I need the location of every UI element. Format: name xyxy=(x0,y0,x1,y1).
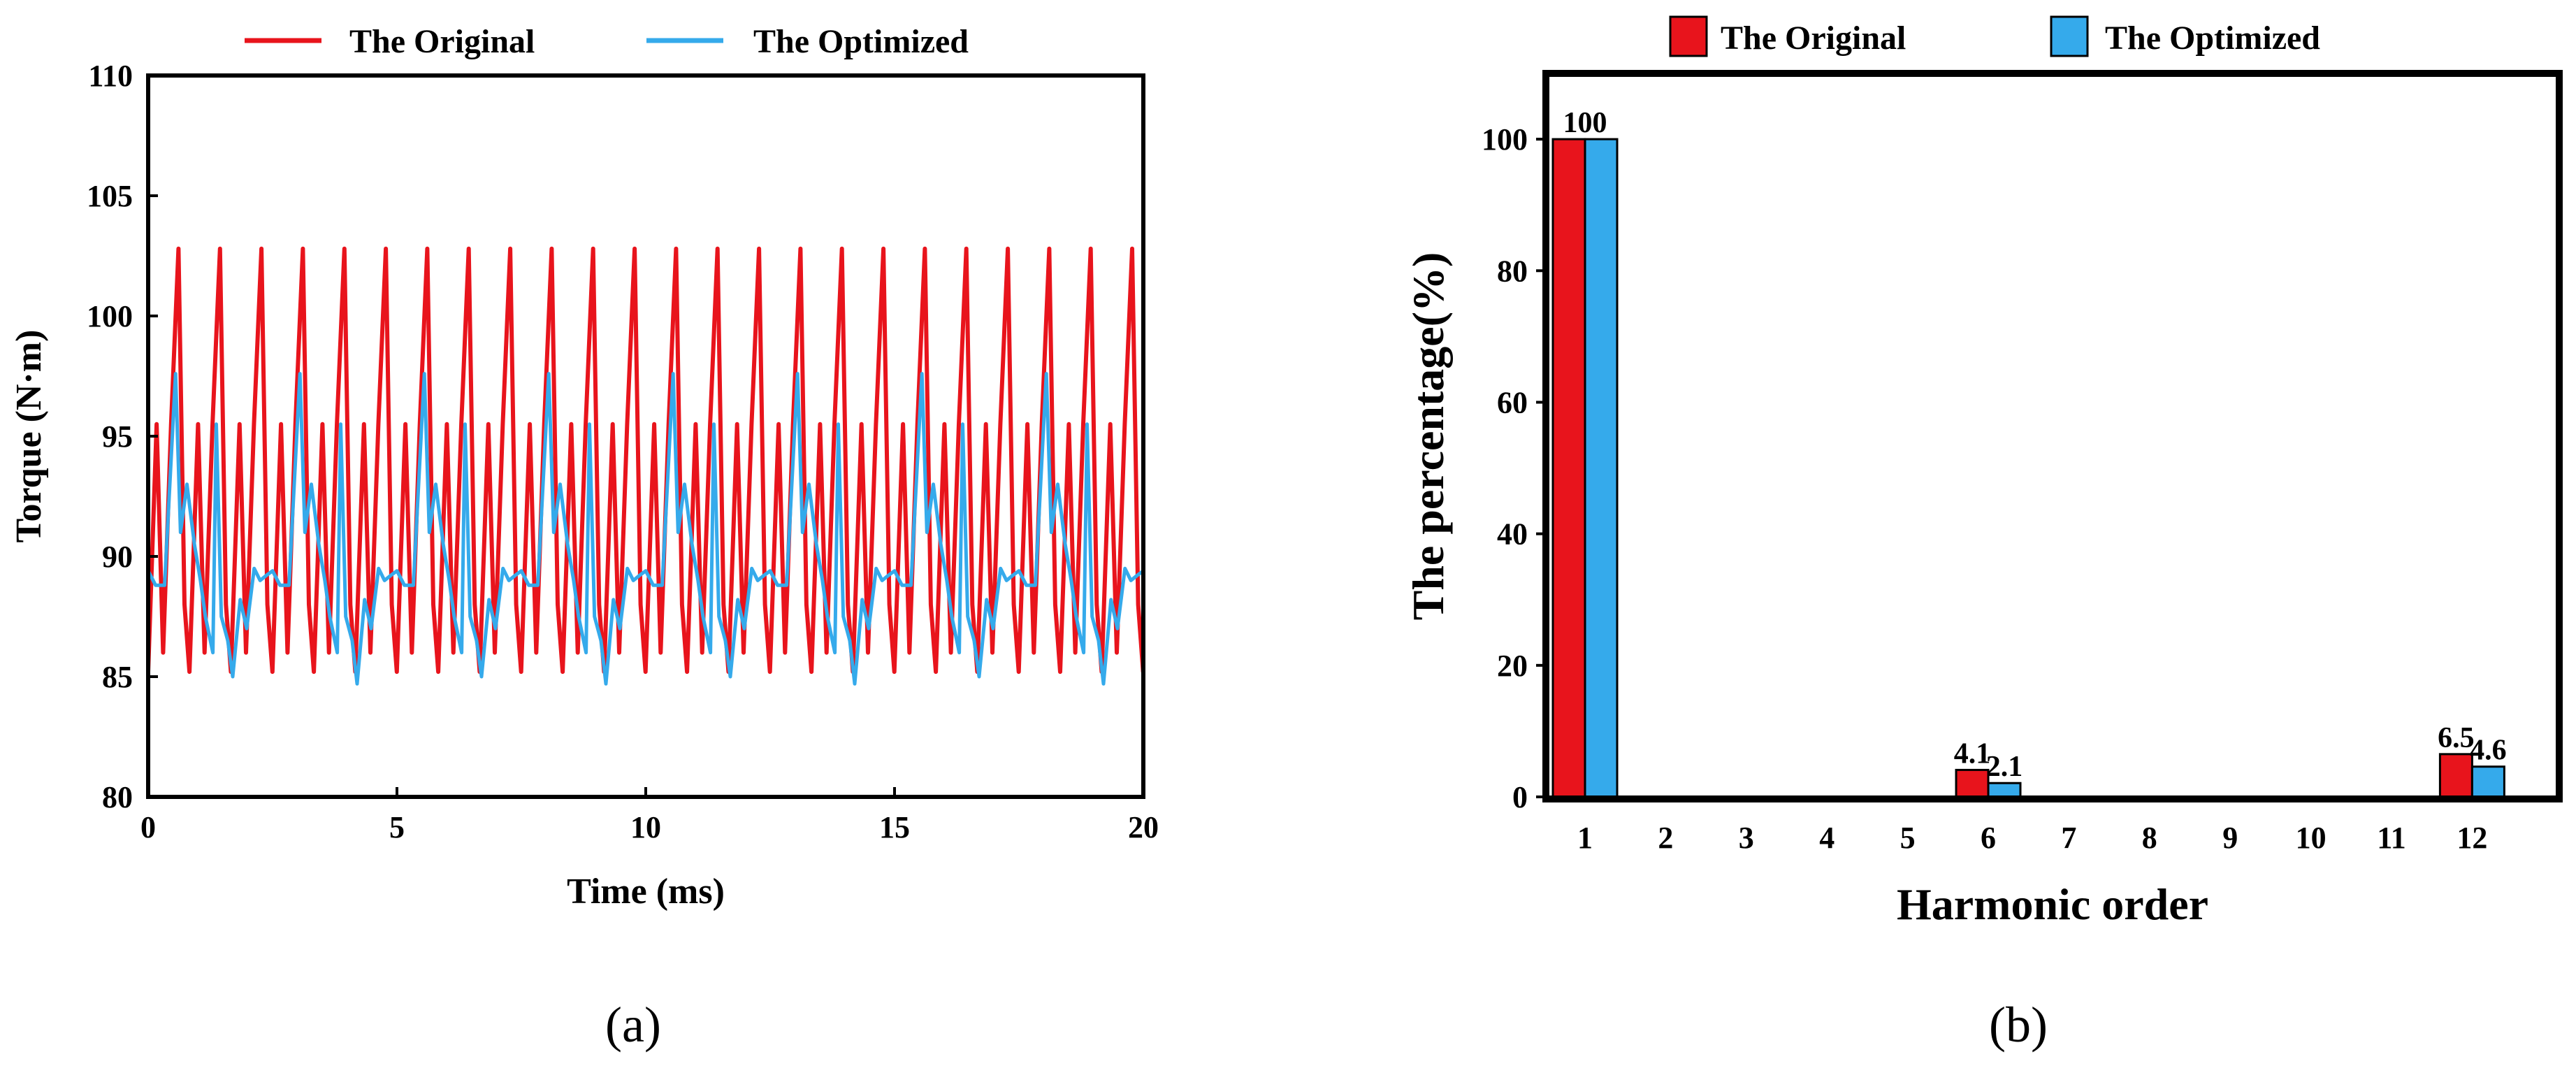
legend-label-optimized-b: The Optimized xyxy=(2105,20,2320,57)
bar-data-label: 4.1 xyxy=(1954,737,1991,770)
series-line-original xyxy=(148,246,1143,675)
y-tick-label: 100 xyxy=(1482,122,1528,157)
legend-label-original: The Original xyxy=(349,23,535,60)
y-tick-label: 105 xyxy=(87,179,133,213)
bar-data-label: 4.6 xyxy=(2470,735,2507,767)
legend-swatch-original xyxy=(1669,15,1708,57)
x-tick-label: 4 xyxy=(1819,821,1835,855)
y-tick-label: 80 xyxy=(1497,254,1528,288)
harmonic-plot-frame xyxy=(1542,70,2563,802)
bar-optimized xyxy=(1987,782,2022,798)
legend-label-optimized: The Optimized xyxy=(753,23,969,60)
x-tick-label: 1 xyxy=(1577,821,1593,855)
y-tick-label: 85 xyxy=(102,660,133,694)
x-tick-label: 6 xyxy=(1981,821,1996,855)
x-tick-label: 5 xyxy=(389,810,405,844)
torque-plot-area xyxy=(148,246,1143,686)
x-tick-label: 3 xyxy=(1739,821,1754,855)
x-tick-label: 8 xyxy=(2142,821,2157,855)
x-tick-label: 20 xyxy=(1128,810,1159,844)
bar-data-label: 2.1 xyxy=(1986,751,2023,783)
x-tick-label: 9 xyxy=(2222,821,2238,855)
x-tick-label: 15 xyxy=(879,810,910,844)
bar-data-label: 6.5 xyxy=(2438,722,2475,754)
panel-label-a: (a) xyxy=(605,997,661,1053)
y-tick-label: 90 xyxy=(102,540,133,574)
bar-original xyxy=(2438,753,2473,798)
x-tick-label: 5 xyxy=(1900,821,1916,855)
harmonic-y-axis-title: The percentage(%) xyxy=(1403,252,1453,621)
y-tick-label: 80 xyxy=(102,780,133,814)
torque-y-axis-title: Torque (N·m) xyxy=(9,330,49,543)
bar-optimized xyxy=(2470,765,2505,798)
torque-chart: The Original The Optimized 0 5 10 15 20 80 85 9… xyxy=(9,23,1159,1053)
y-tick-label: 60 xyxy=(1497,385,1528,419)
y-tick-label: 110 xyxy=(88,59,133,93)
y-tick-label: 95 xyxy=(102,419,133,454)
harmonic-x-axis-title: Harmonic order xyxy=(1897,879,2208,929)
y-tick-label: 40 xyxy=(1497,517,1528,552)
bar-original xyxy=(1551,138,1586,798)
series-line-optimized xyxy=(148,372,1143,686)
x-tick-label: 2 xyxy=(1658,821,1673,855)
y-tick-label: 0 xyxy=(1512,780,1528,814)
y-tick-label: 20 xyxy=(1497,649,1528,683)
x-tick-label: 12 xyxy=(2456,821,2487,855)
x-tick-label: 10 xyxy=(2296,821,2327,855)
torque-x-axis-title: Time (ms) xyxy=(567,872,725,912)
harmonic-chart: The Original The Optimized 1004.12.16.54… xyxy=(1403,15,2563,1053)
x-tick-label: 11 xyxy=(2377,821,2406,855)
bar-data-label: 100 xyxy=(1563,107,1607,139)
x-tick-label: 7 xyxy=(2061,821,2076,855)
y-tick-label: 100 xyxy=(87,299,133,333)
x-tick-label: 10 xyxy=(630,810,661,844)
legend-label-original-b: The Original xyxy=(1721,20,1906,57)
legend-swatch-optimized xyxy=(2050,15,2089,57)
x-tick-label: 0 xyxy=(140,810,156,844)
panel-label-b: (b) xyxy=(1989,997,2048,1053)
bar-original xyxy=(1955,768,1990,798)
bar-optimized xyxy=(1584,138,1619,798)
